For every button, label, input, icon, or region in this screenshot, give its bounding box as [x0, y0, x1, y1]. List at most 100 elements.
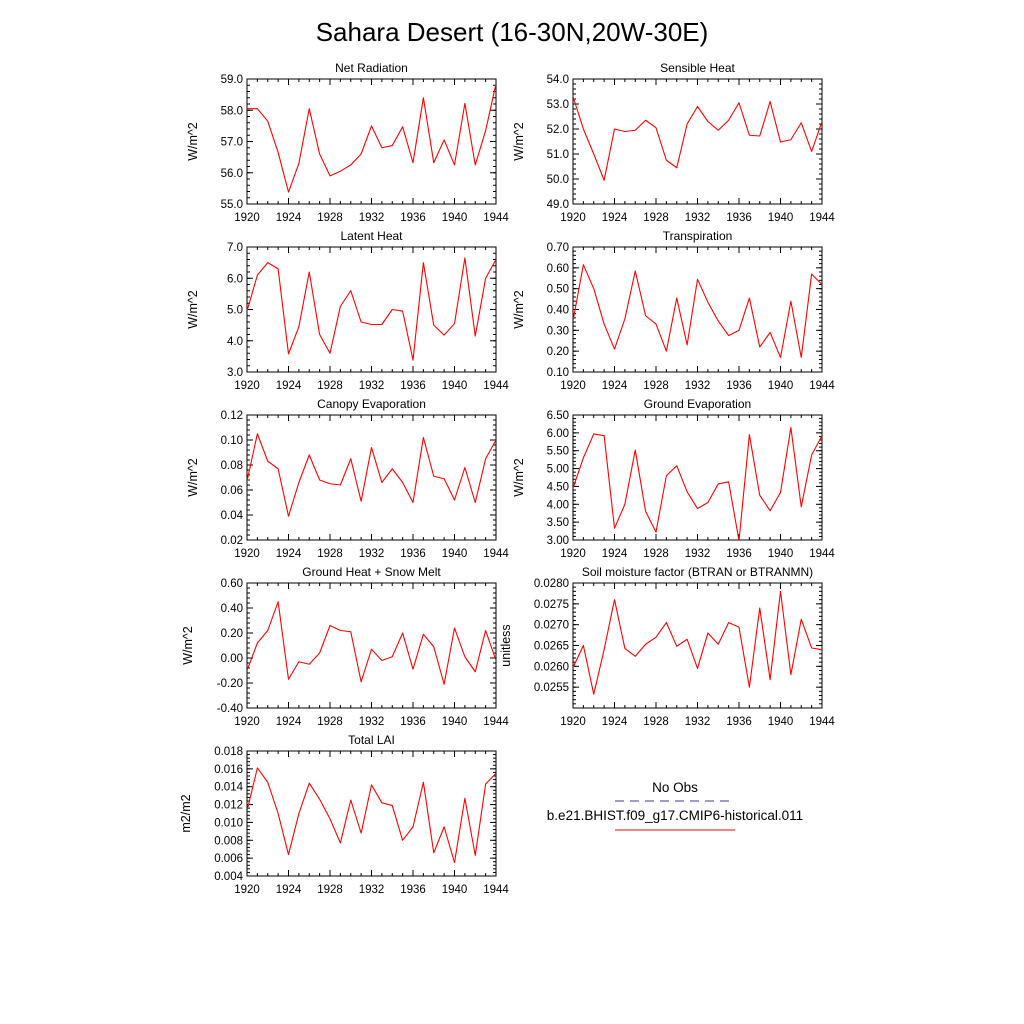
x-tick-label: 1920 — [560, 212, 586, 224]
y-tick-label: 0.0275 — [534, 599, 569, 611]
plot-frame — [246, 750, 497, 877]
legend: No Obs b.e21.BHIST.f09_g17.CMIP6-histori… — [547, 780, 803, 831]
y-tick-label: 0.08 — [221, 460, 243, 472]
y-tick-label: 0.70 — [547, 242, 569, 254]
y-axis-label: W/m^2 — [512, 122, 526, 161]
x-tick-label: 1920 — [234, 884, 260, 896]
y-tick-label: 51.0 — [547, 149, 569, 161]
y-tick-label: 0.06 — [221, 485, 243, 497]
panel-title: Ground Heat + Snow Melt — [302, 565, 441, 579]
x-tick-label: 1932 — [359, 884, 385, 896]
x-tick-label: 1928 — [643, 380, 669, 392]
y-tick-label: 53.0 — [547, 99, 569, 111]
legend-obs-label: No Obs — [652, 780, 698, 795]
y-tick-label: 52.0 — [547, 124, 569, 136]
y-tick-label: 3.50 — [547, 517, 569, 529]
x-tick-label: 1924 — [602, 380, 628, 392]
y-tick-label: -0.40 — [217, 703, 243, 715]
x-tick-label: 1928 — [317, 716, 343, 728]
x-tick-label: 1932 — [359, 716, 385, 728]
series-line — [247, 601, 496, 685]
x-tick-label: 1932 — [685, 548, 711, 560]
y-tick-label: 0.0255 — [534, 682, 569, 694]
y-tick-label: 5.50 — [547, 446, 569, 458]
y-tick-label: 0.010 — [214, 817, 243, 829]
y-tick-label: 0.50 — [547, 284, 569, 296]
x-tick-label: 1928 — [317, 380, 343, 392]
y-tick-label: 0.20 — [547, 346, 569, 358]
x-tick-label: 1928 — [643, 212, 669, 224]
y-axis-label: W/m^2 — [512, 458, 526, 497]
y-tick-label: 4.50 — [547, 481, 569, 493]
figure-title: Sahara Desert (16-30N,20W-30E) — [316, 17, 709, 47]
x-tick-label: 1928 — [643, 548, 669, 560]
x-tick-label: 1924 — [276, 716, 302, 728]
x-tick-label: 1936 — [400, 716, 426, 728]
chart-panel-8: 1920 1924 1928 1932 1936 1940 1944 0.0255 0.0260… — [499, 565, 835, 728]
panel-title: Canopy Evaporation — [317, 397, 426, 411]
y-tick-label: 0.60 — [221, 578, 243, 590]
x-tick-label: 1924 — [602, 212, 628, 224]
chart-panel-6: 1920 1924 1928 1932 1936 1940 1944 3.00 3.50 4.00… — [512, 397, 835, 560]
x-tick-label: 1940 — [442, 380, 468, 392]
x-tick-label: 1924 — [602, 548, 628, 560]
y-tick-label: 0.012 — [214, 800, 243, 812]
panel-title: Ground Evaporation — [644, 397, 751, 411]
plot-frame — [246, 414, 497, 541]
x-tick-label: 1936 — [726, 548, 752, 560]
y-tick-label: 0.40 — [547, 305, 569, 317]
x-tick-label: 1920 — [560, 716, 586, 728]
x-tick-label: 1920 — [234, 212, 260, 224]
x-tick-label: 1936 — [400, 380, 426, 392]
y-tick-label: 0.12 — [221, 410, 243, 422]
chart-panel-5: 1920 1924 1928 1932 1936 1940 1944 0.02 0.04 0.06… — [186, 397, 509, 560]
x-tick-label: 1932 — [359, 212, 385, 224]
y-tick-label: 56.0 — [221, 168, 243, 180]
y-tick-label: 0.20 — [221, 628, 243, 640]
y-tick-label: 0.40 — [221, 603, 243, 615]
y-tick-label: 0.0265 — [534, 641, 569, 653]
series-line — [247, 83, 496, 193]
y-tick-label: 0.30 — [547, 325, 569, 337]
y-tick-label: 0.0270 — [534, 620, 569, 632]
y-tick-label: 5.00 — [547, 464, 569, 476]
plot-frame — [572, 582, 823, 709]
series-line — [573, 96, 822, 181]
x-tick-label: 1940 — [768, 212, 794, 224]
y-tick-label: 3.0 — [227, 367, 243, 379]
chart-panel-9: 1920 1924 1928 1932 1936 1940 1944 0.004 0.006 0.… — [179, 733, 509, 896]
x-tick-label: 1944 — [809, 212, 835, 224]
x-tick-label: 1944 — [483, 380, 509, 392]
y-axis-label: m2/m2 — [179, 794, 193, 832]
plot-frame — [572, 414, 823, 541]
y-axis-label: W/m^2 — [181, 626, 195, 665]
panel-title: Latent Heat — [340, 229, 403, 243]
x-tick-label: 1944 — [809, 380, 835, 392]
series-line — [573, 590, 822, 695]
y-tick-label: 59.0 — [221, 74, 243, 86]
x-tick-label: 1924 — [276, 884, 302, 896]
x-tick-label: 1936 — [726, 380, 752, 392]
chart-panel-1: 1920 1924 1928 1932 1936 1940 1944 55.0 56.0 57.0… — [186, 61, 509, 224]
y-tick-label: 3.00 — [547, 535, 569, 547]
chart-panel-3: 1920 1924 1928 1932 1936 1940 1944 3.0 4.0 5.0 6.0… — [186, 229, 509, 392]
panel-title: Net Radiation — [335, 61, 408, 75]
x-tick-label: 1944 — [483, 716, 509, 728]
x-tick-label: 1936 — [726, 716, 752, 728]
x-tick-label: 1940 — [768, 380, 794, 392]
x-tick-label: 1920 — [560, 380, 586, 392]
y-tick-label: 0.0260 — [534, 661, 569, 673]
y-tick-label: 49.0 — [547, 199, 569, 211]
x-tick-label: 1928 — [643, 716, 669, 728]
x-tick-label: 1940 — [442, 548, 468, 560]
y-tick-label: 0.04 — [221, 510, 244, 522]
y-axis-label: W/m^2 — [186, 290, 200, 329]
y-tick-label: 50.0 — [547, 174, 569, 186]
x-tick-label: 1920 — [234, 716, 260, 728]
y-tick-label: 0.014 — [214, 782, 243, 794]
y-tick-label: 57.0 — [221, 137, 243, 149]
plot-frame — [246, 246, 497, 373]
y-axis-label: unitless — [499, 624, 513, 666]
x-tick-label: 1920 — [560, 548, 586, 560]
y-tick-label: 6.50 — [547, 410, 569, 422]
